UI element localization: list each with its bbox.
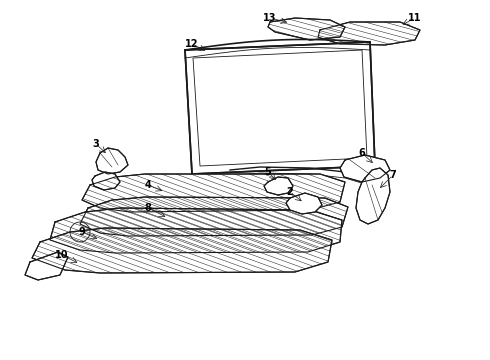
Polygon shape — [268, 18, 345, 40]
Polygon shape — [286, 193, 322, 214]
Text: 7: 7 — [390, 170, 396, 180]
Polygon shape — [318, 22, 420, 45]
Polygon shape — [82, 174, 345, 212]
Polygon shape — [32, 228, 332, 273]
Polygon shape — [185, 42, 375, 174]
Text: 2: 2 — [287, 187, 294, 197]
Text: 11: 11 — [408, 13, 422, 23]
Text: 6: 6 — [359, 148, 366, 158]
Polygon shape — [340, 155, 390, 182]
Text: 5: 5 — [265, 167, 271, 177]
Text: 8: 8 — [145, 203, 151, 213]
Text: 10: 10 — [55, 250, 69, 260]
Text: 4: 4 — [145, 180, 151, 190]
Polygon shape — [96, 148, 128, 174]
Polygon shape — [50, 208, 342, 253]
Text: 12: 12 — [185, 39, 199, 49]
Polygon shape — [356, 168, 390, 224]
Text: 3: 3 — [93, 139, 99, 149]
Text: 9: 9 — [78, 227, 85, 237]
Polygon shape — [264, 177, 293, 195]
Polygon shape — [25, 252, 68, 280]
Polygon shape — [80, 197, 348, 236]
Polygon shape — [92, 172, 120, 190]
Text: 13: 13 — [263, 13, 277, 23]
